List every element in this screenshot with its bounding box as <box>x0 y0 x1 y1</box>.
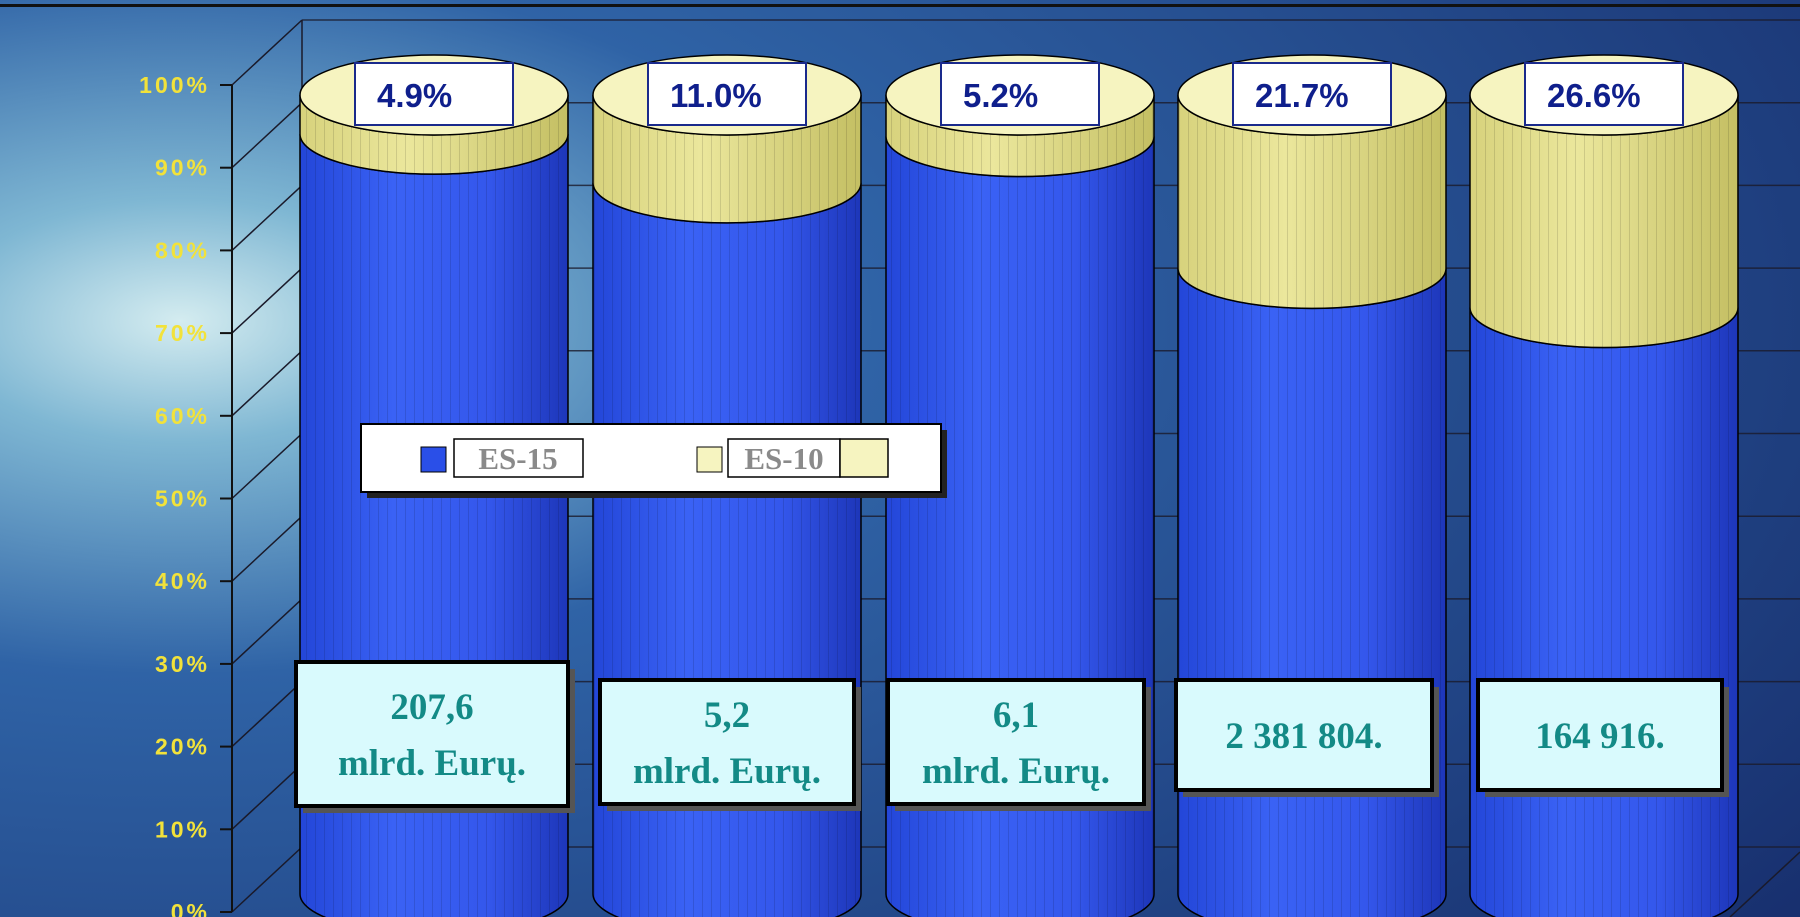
bar-texture <box>593 95 861 223</box>
y-tick-label: 40% <box>155 568 210 594</box>
bar-texture <box>1178 268 1446 917</box>
top-label-box <box>940 62 1100 126</box>
total-label-box <box>886 678 1146 806</box>
total-label: 207,6 <box>390 687 473 728</box>
total-label: 2 381 804. <box>1225 716 1382 757</box>
gridline-depth <box>231 846 303 913</box>
legend-label-es15: ES-15 <box>478 441 557 476</box>
bar-texture <box>1177 95 1446 309</box>
total-label: mlrd. Eurų. <box>922 751 1110 792</box>
gridline-depth <box>231 515 303 582</box>
top-label: 4.9% <box>377 77 452 114</box>
legend-swatch-es15 <box>420 446 447 473</box>
gridline-depth <box>231 102 303 169</box>
top-label-box <box>1232 62 1392 126</box>
y-tick-label: 80% <box>155 237 210 263</box>
y-tick-label: 0% <box>171 899 210 917</box>
y-tick-label: 30% <box>155 651 210 677</box>
top-label: 5.2% <box>963 77 1038 114</box>
legend-swatch-es10 <box>696 446 723 473</box>
gridline-depth <box>231 763 303 830</box>
legend-label-box <box>453 438 584 478</box>
legend: ES-15 ES-10 <box>360 423 947 498</box>
total-label: 5,2 <box>704 695 750 736</box>
gridline-depth <box>231 19 303 86</box>
total-label-box <box>598 678 856 806</box>
total-label: 164 916. <box>1535 716 1665 757</box>
gridline-depth <box>231 432 303 500</box>
legend-label-es10: ES-10 <box>744 441 823 476</box>
total-label: mlrd. Eurų. <box>633 751 821 792</box>
total-label-box <box>294 660 570 808</box>
total-value-labels: 207,6 mlrd. Eurų. 5,2 mlrd. Eurų. 6,1 mlrd. E… <box>294 660 1729 813</box>
y-tick-label: 10% <box>155 816 210 842</box>
gridline-depth <box>231 267 303 334</box>
top-label: 26.6% <box>1547 77 1641 114</box>
y-tick-label: 60% <box>155 403 210 429</box>
top-label: 21.7% <box>1255 77 1349 114</box>
top-label: 11.0% <box>670 77 762 114</box>
y-axis: 0% 10% 20% 30% 40% 50% 60% 70% 80% 90% 100% <box>139 72 233 917</box>
y-tick-label: 70% <box>155 320 210 346</box>
total-label: mlrd. Eurų. <box>338 743 526 784</box>
gridline-depth <box>231 350 303 417</box>
y-tick-label: 100% <box>139 72 210 98</box>
bar-texture <box>300 95 568 175</box>
total-label-box <box>1476 678 1724 792</box>
top-value-labels: 4.9% 11.0% 5.2% 21.7% 26.6% <box>354 62 1684 126</box>
floor-edge <box>1729 851 1800 917</box>
y-tick-label: 50% <box>155 486 210 512</box>
top-label-box <box>354 62 514 126</box>
y-tick-label: 20% <box>155 734 210 760</box>
total-label-box <box>1174 678 1434 792</box>
bar-texture <box>1470 95 1738 348</box>
bar-texture <box>1470 307 1738 917</box>
top-label-box <box>647 62 807 126</box>
total-label: 6,1 <box>993 695 1039 736</box>
top-frame-line <box>0 4 1800 7</box>
y-tick-label: 90% <box>155 155 210 181</box>
bar-texture <box>886 95 1154 177</box>
gridline-depth <box>231 598 303 665</box>
legend-swatch-es10-extra <box>839 438 889 478</box>
gridline-depth <box>231 681 303 748</box>
top-label-box <box>1524 62 1684 126</box>
gridline-depth <box>231 184 303 251</box>
